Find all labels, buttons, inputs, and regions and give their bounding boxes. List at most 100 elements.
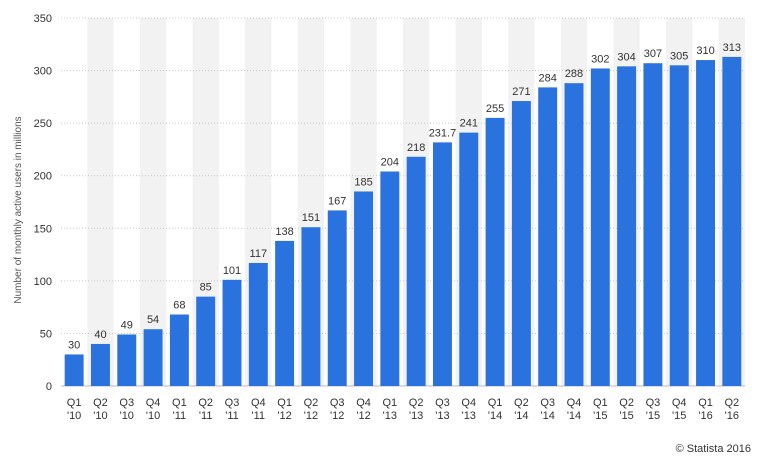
bar: [617, 66, 637, 386]
data-label: 54: [147, 314, 159, 326]
x-tick-label: '14: [541, 410, 555, 422]
background-band: [139, 18, 167, 386]
data-label: 304: [617, 51, 635, 63]
bar: [301, 227, 321, 386]
x-tick-label: '13: [383, 410, 397, 422]
x-tick-label: Q2: [304, 397, 319, 409]
x-tick-label: '16: [698, 410, 712, 422]
data-label: 85: [200, 282, 212, 294]
source-credit: © Statista 2016: [676, 443, 751, 455]
x-tick-label: '13: [462, 410, 476, 422]
bar: [275, 240, 295, 386]
x-tick-label: Q4: [251, 397, 266, 409]
data-label: 271: [512, 86, 530, 98]
x-tick-label: '12: [330, 410, 344, 422]
y-axis-label: Number of monthly active users in millio…: [13, 116, 24, 303]
x-tick-label: '13: [435, 410, 449, 422]
x-tick-label: '12: [277, 410, 291, 422]
bar: [354, 191, 374, 386]
data-label: 167: [328, 195, 346, 207]
y-axis-ticks: 0 50 100 150 200 250 300 350: [34, 13, 52, 393]
data-label: 255: [486, 103, 504, 115]
data-label: 284: [539, 72, 557, 84]
x-tick-label: '15: [593, 410, 607, 422]
data-label: 101: [223, 265, 241, 277]
data-label: 185: [354, 176, 372, 188]
x-tick-label: Q4: [567, 397, 582, 409]
data-label: 302: [591, 53, 609, 65]
bar: [485, 117, 505, 386]
x-tick-label: Q3: [119, 397, 134, 409]
x-tick-label: Q3: [646, 397, 661, 409]
background-band: [87, 18, 114, 386]
bar: [722, 56, 742, 386]
data-label: 30: [68, 339, 80, 351]
bar: [169, 314, 189, 386]
y-tick-label: 250: [34, 118, 52, 130]
data-label: 288: [565, 68, 583, 80]
bars: [64, 56, 742, 387]
x-axis-ticks: Q1'10Q2'10Q3'10Q4'10Q1'11Q2'11Q3'11Q4'11…: [67, 397, 739, 422]
bar: [432, 142, 452, 386]
x-tick-label: Q2: [198, 397, 213, 409]
bar: [406, 156, 426, 386]
y-tick-label: 0: [46, 381, 52, 393]
bar: [696, 60, 716, 387]
x-tick-label: '12: [356, 410, 370, 422]
y-tick-label: 150: [34, 223, 52, 235]
bar: [669, 65, 689, 387]
x-tick-label: '10: [120, 410, 134, 422]
y-tick-label: 100: [34, 276, 52, 288]
x-tick-label: Q1: [277, 397, 292, 409]
x-tick-label: '11: [225, 410, 239, 422]
x-tick-label: Q2: [619, 397, 634, 409]
bar: [117, 334, 137, 386]
data-label: 49: [121, 319, 133, 331]
x-tick-label: Q3: [330, 397, 345, 409]
bar: [64, 354, 84, 386]
bar: [327, 210, 347, 386]
y-tick-label: 200: [34, 171, 52, 183]
x-tick-label: Q1: [172, 397, 187, 409]
data-label: 305: [670, 50, 688, 62]
x-tick-label: Q1: [698, 397, 713, 409]
x-tick-label: '11: [173, 410, 187, 422]
x-tick-label: Q3: [435, 397, 450, 409]
bar: [538, 87, 558, 386]
y-tick-label: 350: [34, 13, 52, 25]
y-tick-label: 300: [34, 66, 52, 78]
x-tick-label: Q1: [593, 397, 608, 409]
x-tick-label: '10: [146, 410, 160, 422]
data-label: 307: [644, 48, 662, 60]
x-tick-label: Q3: [225, 397, 240, 409]
bar: [643, 63, 663, 387]
y-tick-label: 50: [40, 328, 52, 340]
x-tick-label: Q2: [514, 397, 529, 409]
x-tick-label: Q1: [383, 397, 398, 409]
data-label: 151: [302, 212, 320, 224]
x-tick-label: Q4: [356, 397, 371, 409]
bar: [196, 296, 216, 386]
x-tick-label: Q2: [725, 397, 740, 409]
x-tick-label: '11: [252, 410, 266, 422]
data-label: 204: [381, 157, 399, 169]
bar: [564, 83, 584, 386]
x-tick-label: '15: [619, 410, 633, 422]
x-tick-label: '15: [646, 410, 660, 422]
x-tick-label: Q1: [488, 397, 503, 409]
x-tick-label: '10: [67, 410, 81, 422]
bar: [143, 329, 163, 386]
bar: [590, 68, 610, 387]
bar: [459, 132, 479, 386]
x-tick-label: '14: [567, 410, 581, 422]
data-label: 40: [94, 329, 106, 341]
x-tick-label: '10: [93, 410, 107, 422]
x-tick-label: Q4: [461, 397, 476, 409]
bar: [222, 279, 242, 386]
data-label: 310: [696, 45, 714, 57]
x-tick-label: Q4: [672, 397, 687, 409]
bar: [511, 101, 531, 386]
x-tick-label: '12: [304, 410, 318, 422]
